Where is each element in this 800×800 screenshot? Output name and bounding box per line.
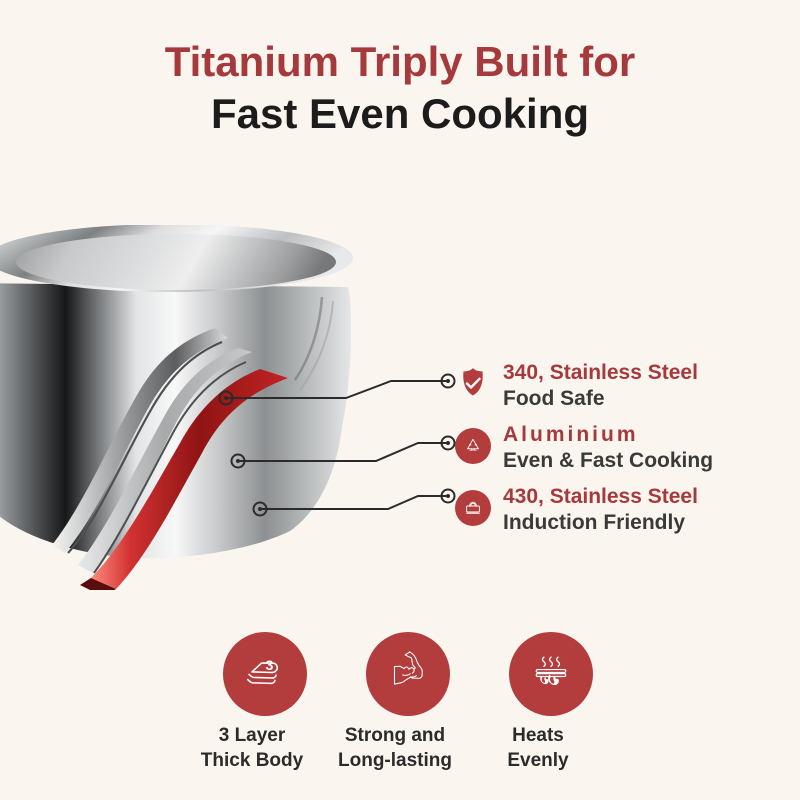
svg-text:3: 3: [265, 658, 273, 674]
